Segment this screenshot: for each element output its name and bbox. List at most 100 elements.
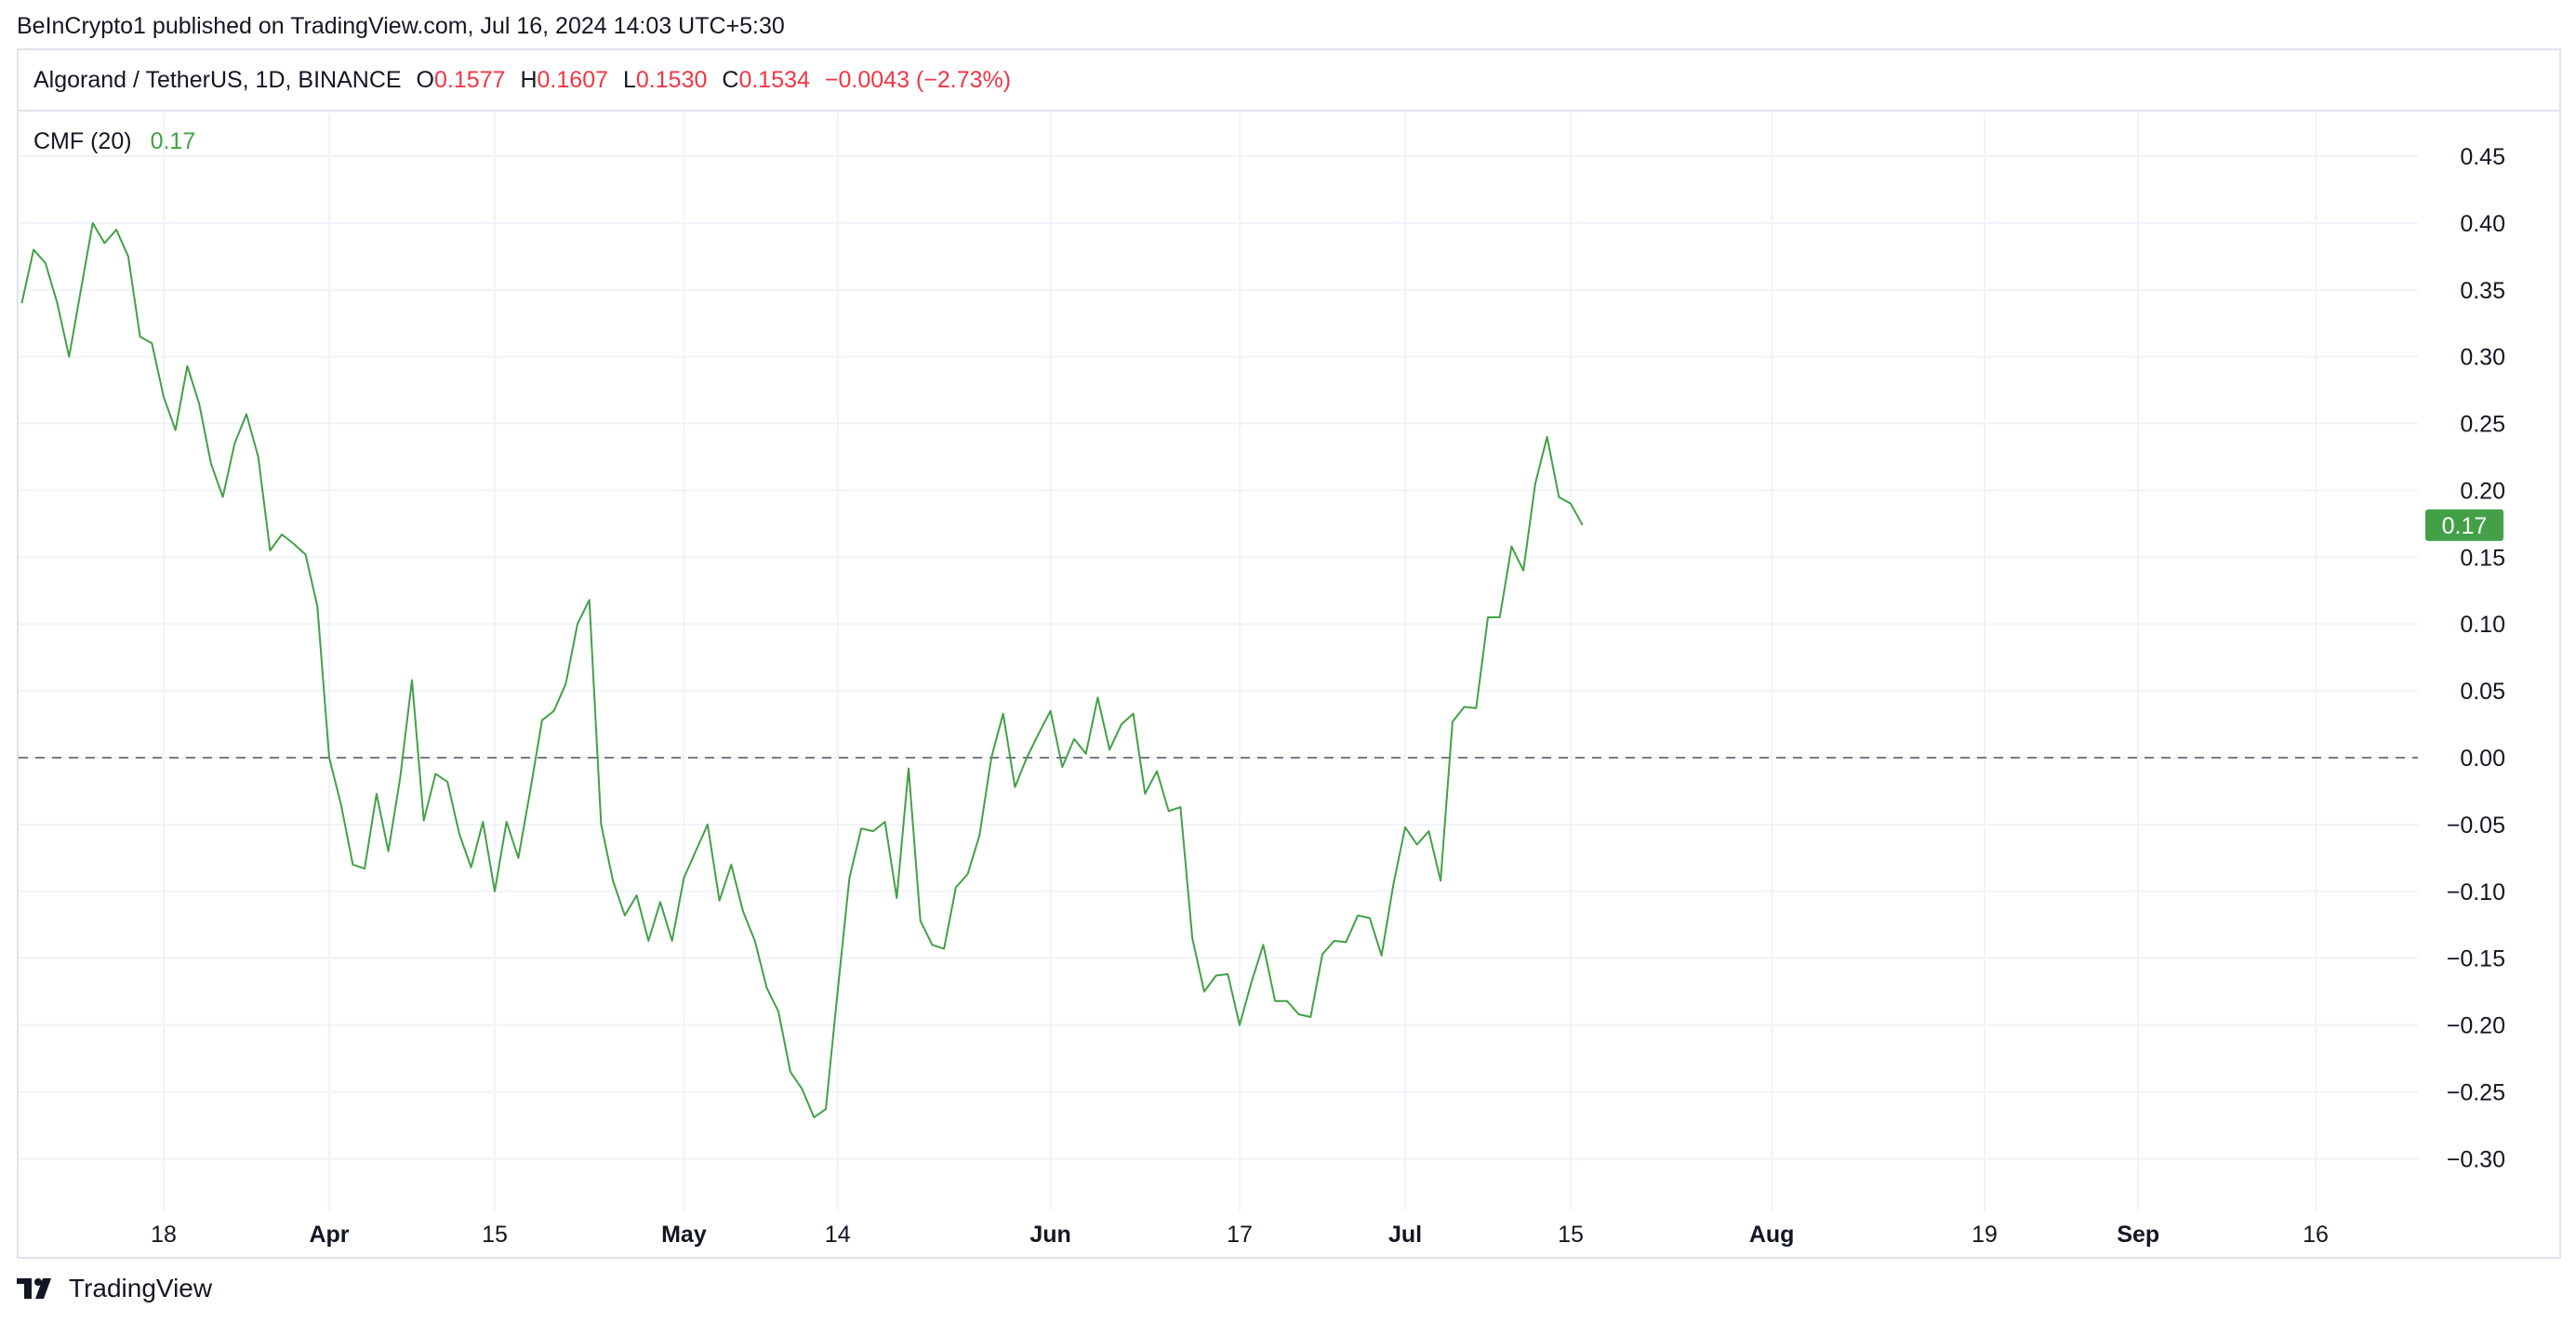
cmf-point — [174, 429, 178, 432]
cmf-point — [576, 622, 579, 626]
cmf-point — [1202, 990, 1206, 994]
cmf-point — [1072, 737, 1076, 741]
x-axis[interactable]: 18 Apr 15 May 14 Jun 17 Jul 15 Aug 19 Sep 16 — [151, 1222, 2329, 1248]
cmf-point — [836, 990, 840, 994]
cmf-point — [150, 341, 153, 345]
y-tick-label: 0.35 — [2460, 278, 2505, 304]
x-tick-label: Aug — [1749, 1222, 1795, 1248]
cmf-point — [1132, 712, 1135, 716]
cmf-point — [871, 829, 875, 833]
cmf-point — [1368, 917, 1372, 920]
cmf-point — [812, 1116, 816, 1119]
cmf-point — [1509, 545, 1513, 549]
cmf-point — [445, 780, 449, 784]
y-tick-label: −0.10 — [2447, 879, 2505, 906]
cmf-point — [410, 679, 414, 682]
cmf-point — [1025, 756, 1029, 760]
chart-frame — [17, 48, 2561, 1259]
cmf-point — [315, 605, 319, 609]
cmf-point — [1534, 482, 1537, 485]
y-tick-label: 0.30 — [2460, 345, 2505, 371]
cmf-point — [1297, 1012, 1301, 1016]
cmf-point — [718, 899, 722, 903]
cmf-point — [1013, 786, 1016, 789]
cmf-point — [930, 943, 934, 946]
cmf-point — [1463, 705, 1467, 708]
cmf-point — [481, 820, 485, 824]
y-tick-label: 0.20 — [2460, 478, 2505, 504]
cmf-point — [433, 772, 437, 775]
cmf-point — [1308, 1015, 1312, 1019]
cmf-point — [706, 823, 710, 826]
cmf-point — [789, 1070, 792, 1074]
cmf-point — [977, 833, 981, 837]
cmf-series-line — [20, 221, 1584, 1118]
cmf-point — [1190, 936, 1194, 940]
cmf-point — [458, 832, 461, 836]
x-tick-label: May — [661, 1222, 707, 1248]
high-value: 0.1607 — [537, 66, 608, 93]
cmf-point — [102, 241, 106, 245]
cmf-point — [1238, 1024, 1242, 1027]
tradingview-footer[interactable]: TradingView — [17, 1274, 212, 1303]
cmf-point — [114, 228, 118, 231]
last-value-badge-bg — [2425, 509, 2503, 541]
cmf-point — [32, 248, 35, 252]
cmf-point — [1581, 523, 1585, 527]
cmf-point — [1108, 747, 1111, 751]
open-label: O — [416, 66, 434, 93]
cmf-point — [1002, 712, 1005, 716]
x-tick-label: 18 — [151, 1222, 177, 1248]
cmf-point — [56, 301, 60, 305]
cmf-point — [493, 890, 497, 893]
indicator-name: CMF (20) — [33, 128, 132, 154]
cmf-point — [564, 682, 567, 686]
cmf-point — [257, 456, 260, 459]
y-tick-label: 0.05 — [2460, 679, 2505, 705]
indicator-legend[interactable]: CMF (20) 0.17 — [33, 128, 195, 155]
cmf-point — [1155, 769, 1159, 773]
x-tick-label: 14 — [825, 1222, 851, 1248]
cmf-point — [883, 820, 887, 824]
cmf-point — [232, 442, 236, 445]
cmf-point — [1474, 707, 1478, 710]
y-tick-label: 0.10 — [2460, 612, 2505, 638]
cmf-point — [1261, 943, 1265, 946]
cmf-point — [422, 819, 426, 823]
cmf-point — [470, 866, 473, 869]
cmf-point — [139, 335, 142, 338]
y-tick-label: −0.20 — [2447, 1013, 2505, 1039]
cmf-point — [764, 985, 768, 989]
published-by-line: BeInCrypto1 published on TradingView.com… — [17, 13, 785, 39]
cmf-point — [942, 947, 946, 951]
cmf-point — [1546, 435, 1549, 439]
y-tick-label: 0.00 — [2460, 746, 2505, 772]
y-axis[interactable]: 0.45 0.40 0.35 0.30 0.25 0.20 0.15 0.10 0.05 0.00… — [2447, 144, 2505, 1172]
cmf-point — [1037, 732, 1041, 735]
cmf-point — [126, 255, 130, 258]
cmf-point — [1486, 615, 1490, 619]
cmf-point — [1439, 879, 1442, 882]
cmf-point — [1049, 709, 1053, 713]
cmf-point — [1167, 810, 1171, 813]
cmf-point — [67, 355, 71, 359]
cmf-point — [859, 826, 863, 830]
cmf-point — [1285, 999, 1289, 1003]
cmf-point — [658, 900, 662, 904]
cmf-point — [91, 221, 95, 225]
cmf-point — [907, 767, 910, 771]
cmf-point — [1321, 952, 1324, 956]
y-tick-label: 0.15 — [2460, 545, 2505, 571]
cmf-point — [20, 301, 23, 305]
cmf-point — [1403, 826, 1407, 829]
cmf-point — [375, 792, 378, 796]
y-tick-label: 0.40 — [2460, 211, 2505, 237]
cmf-point — [1451, 720, 1454, 723]
cmf-point — [989, 756, 993, 760]
cmf-point — [528, 789, 532, 793]
cmf-point — [1557, 496, 1560, 499]
cmf-point — [1215, 973, 1218, 977]
symbol-name[interactable]: Algorand / TetherUS, 1D, BINANCE — [33, 66, 402, 93]
symbol-header: Algorand / TetherUS, 1D, BINANCE O 0.1577… — [19, 50, 2559, 112]
